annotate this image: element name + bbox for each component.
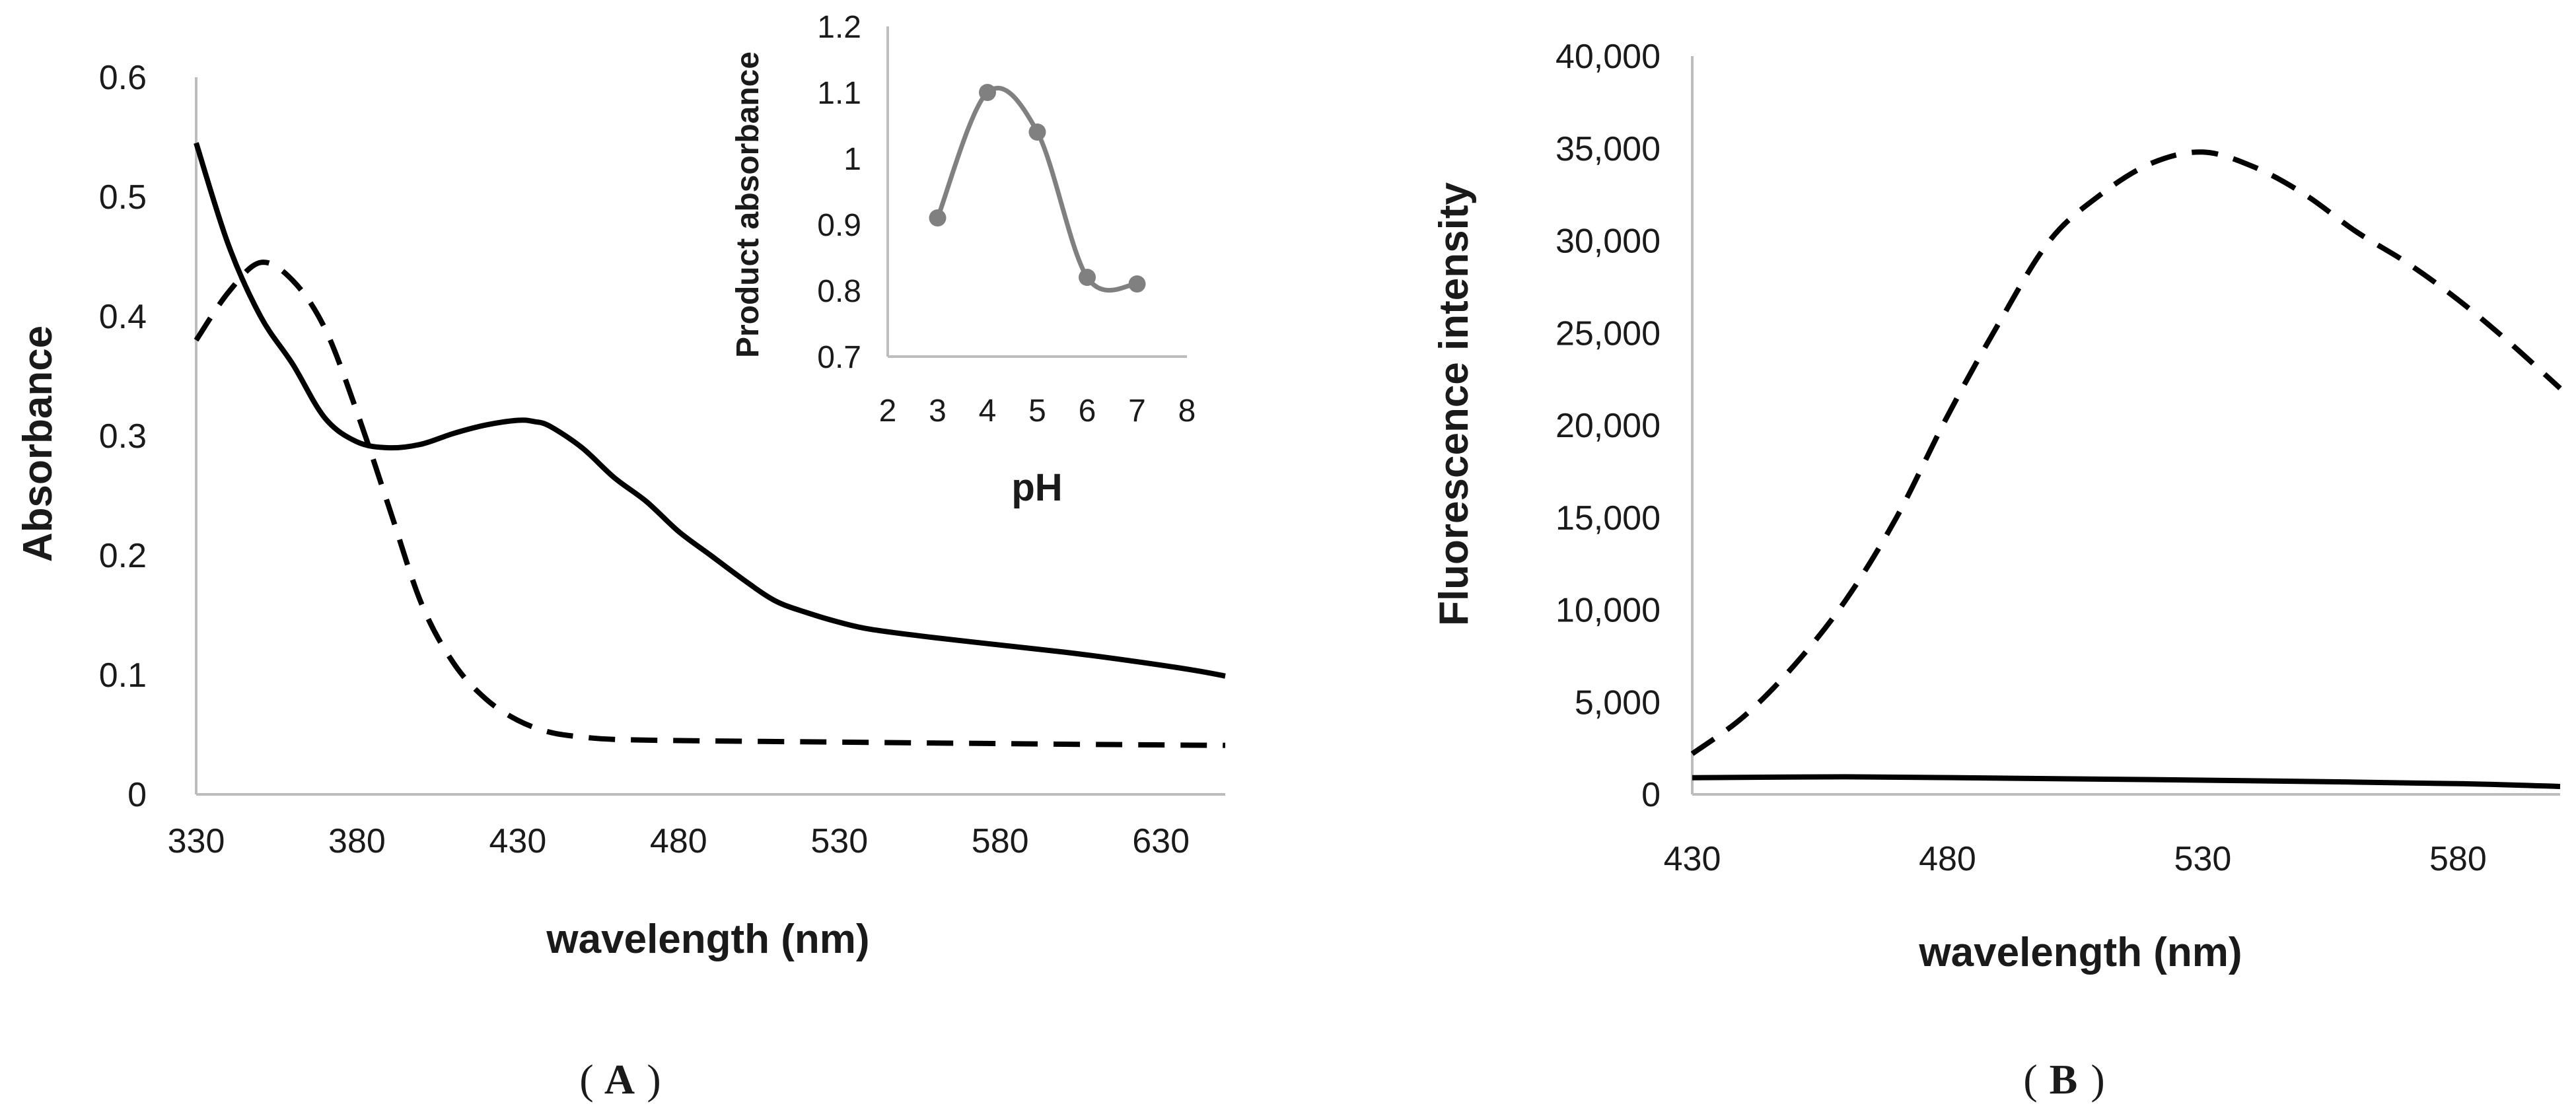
panelA-x-tick-label: 580 <box>972 822 1029 860</box>
panelA-y-tick-label: 0.6 <box>99 59 147 97</box>
inset-x-tick-label: 3 <box>929 394 947 429</box>
panelB-y-tick-label: 30,000 <box>1556 223 1661 261</box>
panelA-y-tick-label: 0.4 <box>99 298 147 336</box>
panel-b-label-letter: B <box>2050 1056 2078 1103</box>
panelA-y-tick-label: 0 <box>127 776 147 814</box>
panelB-x-tick-label: 430 <box>1664 840 1721 878</box>
panelA-y-tick-label: 0.1 <box>99 656 147 695</box>
panel-b-x-axis-title: wavelength (nm) <box>1918 930 2242 975</box>
panelA-x-tick-label: 630 <box>1132 822 1190 860</box>
panelB-x-tick-label: 530 <box>2174 840 2232 878</box>
panelB-y-tick-label: 35,000 <box>1556 130 1661 168</box>
panel-b-label-close-paren: ) <box>2091 1056 2104 1103</box>
inset-data-point <box>1028 123 1046 141</box>
inset-y-tick-label: 0.7 <box>817 340 861 375</box>
panel-b-label-open-paren: ( <box>2023 1056 2037 1103</box>
panelA-x-tick-label: 330 <box>168 822 225 860</box>
panel-a-y-axis-title: Absorbance <box>15 326 61 562</box>
panelB-y-tick-label: 5,000 <box>1575 683 1661 722</box>
inset-y-axis-title: Product absorbance <box>731 52 766 358</box>
inset-x-tick-label: 7 <box>1128 394 1146 429</box>
panelA-y-tick-label: 0.2 <box>99 537 147 575</box>
inset-data-point <box>929 209 947 226</box>
inset-data-point <box>979 84 996 101</box>
inset-y-tick-label: 0.9 <box>817 208 861 243</box>
panel-b-y-tick-labels: 0 5,000 10,000 15,000 20,000 25,000 30,000 35,0… <box>1556 38 1661 814</box>
inset-y-tick-label: 0.8 <box>817 274 861 309</box>
panel-b-chart: 0 5,000 10,000 15,000 20,000 25,000 30,000 35,0… <box>1431 38 2562 1103</box>
inset-x-tick-label: 8 <box>1178 394 1196 429</box>
panelB-y-tick-label: 0 <box>1641 776 1661 814</box>
panelA-x-tick-label: 380 <box>328 822 386 860</box>
inset-x-tick-label: 5 <box>1028 394 1046 429</box>
inset-y-tick-label: 1.2 <box>817 10 861 45</box>
panelB-x-tick-label: 580 <box>2429 840 2487 878</box>
inset-x-tick-label: 4 <box>979 394 997 429</box>
panelA-y-tick-label: 0.5 <box>99 178 147 217</box>
panelA-x-tick-label: 530 <box>810 822 868 860</box>
inset-y-tick-label: 1 <box>843 142 861 177</box>
panelA-series-solid-line <box>194 142 1226 679</box>
panel-a-x-axis-title: wavelength (nm) <box>546 917 869 962</box>
panel-b-label: ( B ) <box>2023 1056 2104 1103</box>
panelA-y-tick-label: 0.3 <box>99 417 147 456</box>
panelB-x-tick-label: 480 <box>1919 840 1976 878</box>
panel-a-label: ( A ) <box>579 1056 661 1103</box>
panel-a-label-letter: A <box>604 1056 635 1103</box>
inset-x-tick-label: 2 <box>879 394 897 429</box>
inset-series-line <box>935 86 1137 293</box>
panelB-y-tick-label: 25,000 <box>1556 314 1661 353</box>
inset-series-group <box>929 84 1146 293</box>
panelB-y-tick-label: 15,000 <box>1556 499 1661 538</box>
panelA-x-tick-label: 430 <box>489 822 546 860</box>
panelB-y-tick-label: 20,000 <box>1556 407 1661 445</box>
panel-a-x-tick-labels: 330 380 430 480 530 580 630 <box>168 822 1190 860</box>
panelB-y-tick-label: 40,000 <box>1556 38 1661 76</box>
panel-a-series-group <box>194 142 1226 748</box>
panel-a-chart: 00.10.20.30.40.50.6 330 380 430 480 530 580 63… <box>15 10 1226 1103</box>
panel-a-y-tick-labels: 0 0.1 0.2 0.3 0.4 0.5 0.6 <box>99 59 147 814</box>
panelA-x-tick-label: 480 <box>650 822 707 860</box>
panelB-y-tick-label: 10,000 <box>1556 592 1661 630</box>
panel-b-y-axis-title: Fluorescence intensity <box>1431 182 1477 626</box>
panelB-series-solid-line <box>1692 774 2561 789</box>
panel-a-label-open-paren: ( <box>579 1056 593 1103</box>
inset-data-point <box>1128 275 1146 293</box>
inset-x-axis-title: pH <box>1011 466 1062 509</box>
inset-data-point <box>1079 269 1096 286</box>
inset-x-tick-label: 6 <box>1079 394 1096 429</box>
panel-b-x-tick-labels: 430 480 530 580 <box>1664 840 2487 878</box>
panelA-series-dashed-line <box>194 260 1226 748</box>
panel-a-label-close-paren: ) <box>647 1056 661 1103</box>
inset-y-tick-label: 1.1 <box>817 76 861 111</box>
panelB-series-dashed-line <box>1690 149 2562 756</box>
panel-b-series-group <box>1690 149 2562 789</box>
inset-y-tick-labels: 0.7 0.8 0.9 1 1.1 1.2 <box>817 10 861 375</box>
